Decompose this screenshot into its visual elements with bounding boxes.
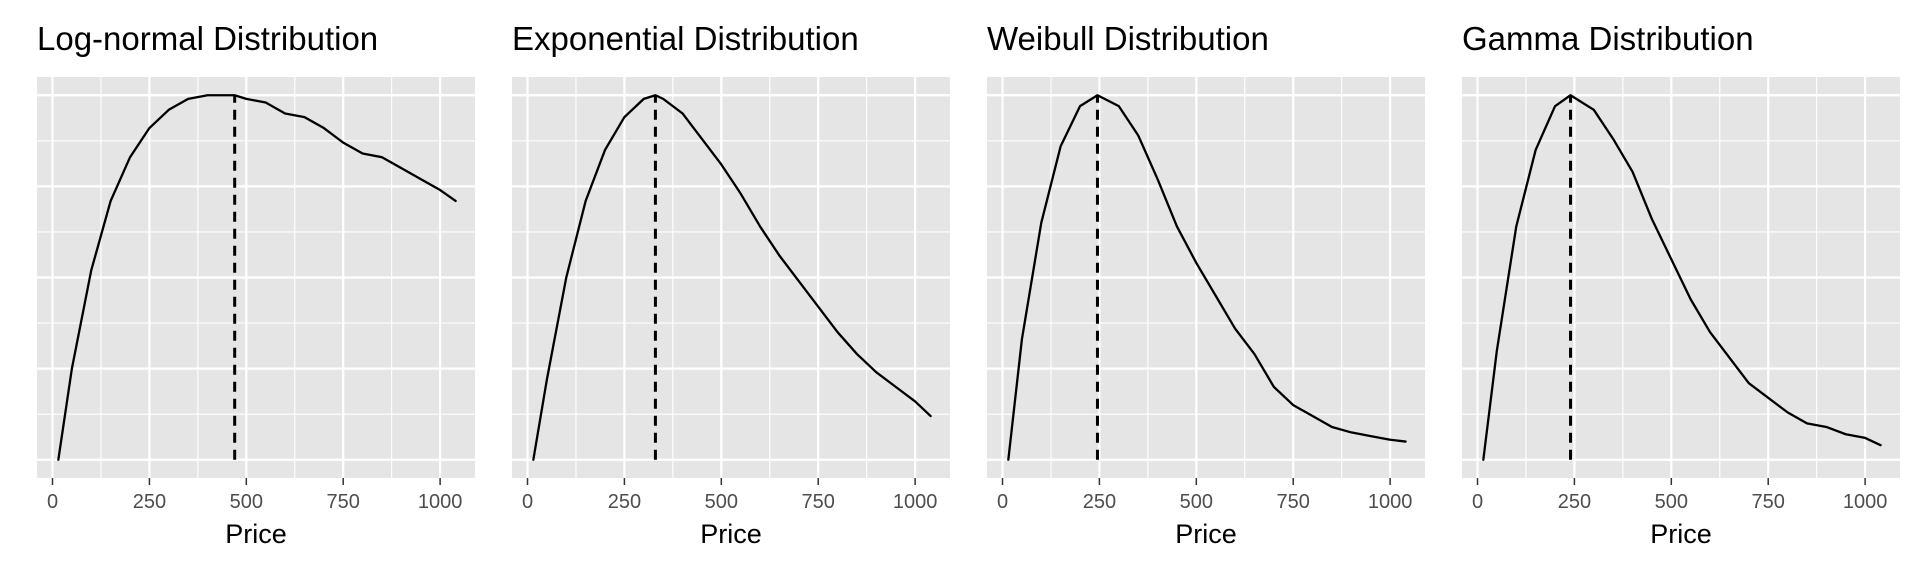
density-line: [57, 94, 457, 461]
density-line: [532, 94, 932, 461]
x-axis-title: Price: [1650, 519, 1712, 549]
x-tick-label: 250: [1558, 491, 1591, 513]
chart-svg-lognormal: 0 250 500 750 1000 Price: [37, 77, 475, 549]
chart-svg-weibull: 0 250 500 750 1000 Price: [987, 77, 1425, 549]
facet-weibull: Weibull Distribution 0 250 500 750 1000 Price: [950, 0, 1430, 576]
x-tick-label: 1000: [418, 491, 463, 513]
x-tick-label: 500: [230, 491, 263, 513]
x-tick-label: 500: [1655, 491, 1688, 513]
x-tick-label: 750: [802, 491, 835, 513]
x-tick-label: 0: [997, 491, 1008, 513]
x-tick-label: 250: [1083, 491, 1116, 513]
chart-svg-exponential: 0 250 500 750 1000 Price: [512, 77, 950, 549]
x-axis-title: Price: [1175, 519, 1237, 549]
facet-title: Gamma Distribution: [1462, 20, 1754, 57]
density-line: [1482, 94, 1882, 461]
facet-title: Log-normal Distribution: [37, 20, 379, 57]
facet-title: Exponential Distribution: [512, 20, 859, 57]
facet-title: Weibull Distribution: [987, 20, 1269, 57]
x-tick-label: 750: [327, 491, 360, 513]
x-tick-label: 750: [1752, 491, 1785, 513]
x-tick-label: 750: [1277, 491, 1310, 513]
facet-lognormal: Log-normal Distribution 0 250 500 750 1000 Pr…: [0, 0, 480, 576]
density-line: [1007, 94, 1407, 461]
x-tick-label: 0: [47, 491, 58, 513]
x-tick-label: 250: [608, 491, 641, 513]
x-tick-label: 1000: [1368, 491, 1413, 513]
x-tick-label: 500: [705, 491, 738, 513]
facet-gamma: Gamma Distribution 0 250 500 750 1000 Price: [1425, 0, 1905, 576]
facet-exponential: Exponential Distribution 0 250 500 750 1000 P…: [475, 0, 955, 576]
x-tick-label: 1000: [893, 491, 938, 513]
x-tick-label: 500: [1180, 491, 1213, 513]
x-axis-title: Price: [225, 519, 287, 549]
x-tick-label: 1000: [1843, 491, 1888, 513]
x-axis-title: Price: [700, 519, 762, 549]
chart-svg-gamma: 0 250 500 750 1000 Price: [1462, 77, 1900, 549]
x-tick-label: 0: [1472, 491, 1483, 513]
x-tick-label: 0: [522, 491, 533, 513]
x-tick-label: 250: [133, 491, 166, 513]
